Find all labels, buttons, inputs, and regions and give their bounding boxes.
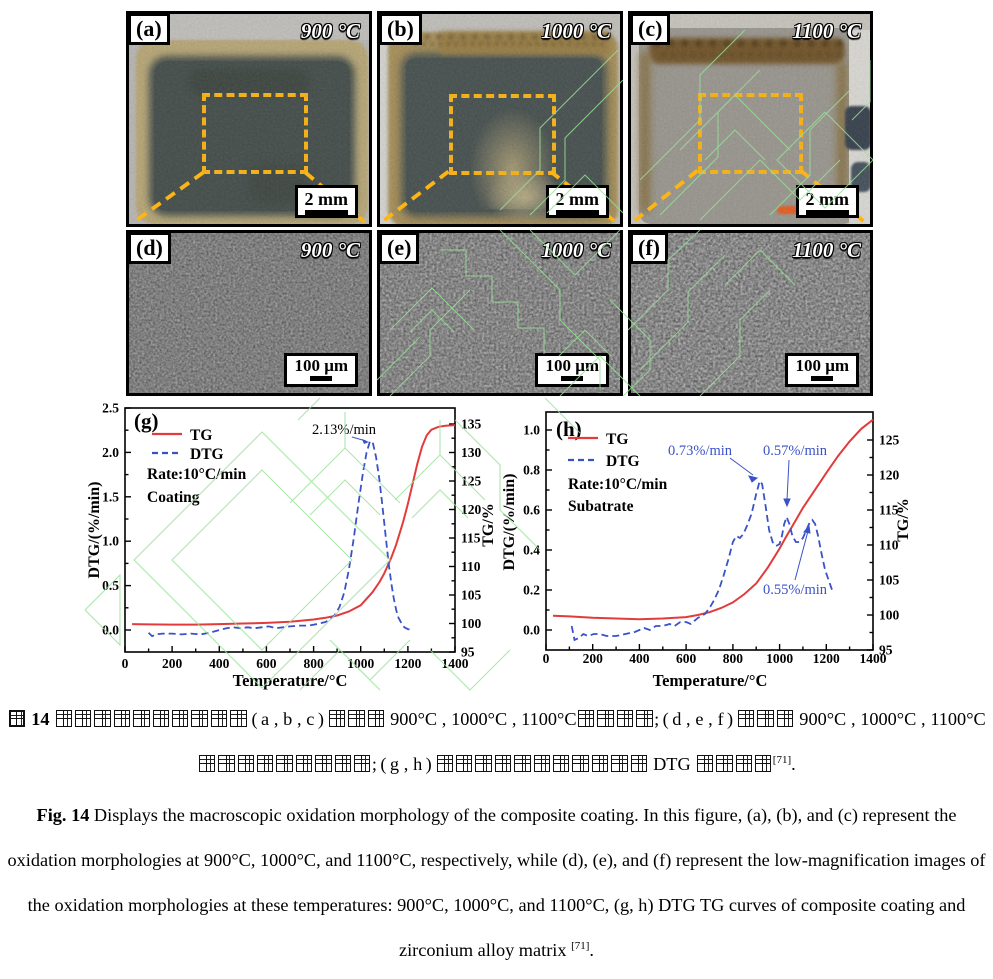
svg-text:95: 95: [461, 645, 475, 660]
svg-text:1000: 1000: [766, 651, 793, 666]
svg-text:DTG: DTG: [606, 453, 640, 470]
svg-text:(g): (g): [134, 409, 159, 433]
svg-text:DTG: DTG: [190, 446, 224, 463]
svg-text:600: 600: [256, 656, 277, 671]
svg-text:2.0: 2.0: [102, 445, 119, 460]
svg-text:125: 125: [879, 433, 900, 448]
svg-text:120: 120: [879, 468, 900, 483]
svg-text:DTG/(%/min): DTG/(%/min): [501, 474, 518, 571]
svg-text:0.2: 0.2: [523, 583, 540, 598]
svg-text:600: 600: [676, 651, 697, 666]
svg-text:105: 105: [879, 573, 900, 588]
svg-text:0.4: 0.4: [523, 543, 540, 558]
svg-text:2.5: 2.5: [102, 401, 119, 416]
svg-text:0.73%/min: 0.73%/min: [668, 443, 733, 459]
svg-text:1.5: 1.5: [102, 489, 119, 504]
svg-text:135: 135: [461, 417, 482, 432]
svg-text:1200: 1200: [813, 651, 840, 666]
svg-text:110: 110: [879, 538, 899, 553]
svg-text:100: 100: [879, 608, 900, 623]
svg-text:200: 200: [162, 656, 183, 671]
svg-text:1000: 1000: [347, 656, 374, 671]
svg-text:110: 110: [461, 559, 481, 574]
svg-text:100: 100: [461, 616, 482, 631]
svg-text:0: 0: [543, 651, 550, 666]
svg-text:125: 125: [461, 474, 482, 489]
svg-text:0.6: 0.6: [523, 503, 540, 518]
svg-text:400: 400: [629, 651, 650, 666]
svg-text:TG: TG: [190, 427, 212, 444]
svg-text:120: 120: [461, 502, 482, 517]
svg-text:Rate:10°C/min: Rate:10°C/min: [568, 476, 668, 493]
svg-text:115: 115: [879, 503, 899, 518]
svg-text:0.55%/min: 0.55%/min: [763, 582, 828, 598]
svg-text:1.0: 1.0: [102, 534, 119, 549]
svg-text:TG/%: TG/%: [480, 503, 497, 547]
svg-text:105: 105: [461, 588, 482, 603]
svg-text:400: 400: [209, 656, 230, 671]
svg-text:Temperature/°C: Temperature/°C: [233, 671, 348, 690]
svg-text:DTG/(%/min): DTG/(%/min): [86, 482, 103, 579]
svg-text:Temperature/°C: Temperature/°C: [653, 671, 768, 690]
svg-text:Coating: Coating: [147, 489, 200, 506]
svg-text:800: 800: [723, 651, 744, 666]
svg-text:TG: TG: [606, 431, 628, 448]
svg-text:0.0: 0.0: [102, 623, 119, 638]
svg-text:200: 200: [583, 651, 604, 666]
svg-text:1.0: 1.0: [523, 423, 540, 438]
svg-text:95: 95: [879, 643, 893, 658]
svg-text:Subatrate: Subatrate: [568, 498, 634, 515]
svg-text:TG/%: TG/%: [895, 498, 912, 542]
svg-text:115: 115: [461, 531, 481, 546]
svg-text:0.57%/min: 0.57%/min: [763, 443, 828, 459]
svg-text:0.8: 0.8: [523, 463, 540, 478]
svg-text:1200: 1200: [394, 656, 421, 671]
svg-text:0.0: 0.0: [523, 623, 540, 638]
svg-text:800: 800: [303, 656, 324, 671]
svg-text:Rate:10°C/min: Rate:10°C/min: [147, 466, 247, 483]
svg-text:130: 130: [461, 445, 482, 460]
svg-text:2.13%/min: 2.13%/min: [312, 422, 377, 438]
svg-text:0: 0: [122, 656, 129, 671]
svg-text:1400: 1400: [860, 651, 887, 666]
svg-text:0.5: 0.5: [102, 578, 119, 593]
